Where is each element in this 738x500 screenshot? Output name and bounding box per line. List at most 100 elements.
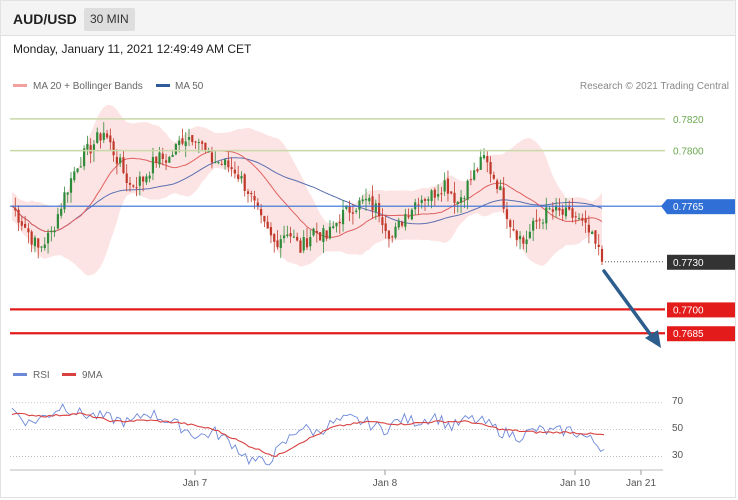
candle-body (319, 232, 322, 241)
candle-body (410, 209, 413, 220)
candle-body (361, 199, 364, 202)
candle-body (577, 218, 581, 220)
candle-body (155, 156, 158, 163)
candle-body (532, 220, 535, 231)
candle-body (446, 178, 450, 194)
candle-body (591, 231, 594, 234)
candle-body (125, 173, 128, 184)
candle-body (273, 234, 276, 242)
candle-body (299, 240, 302, 253)
candle-body (387, 230, 391, 239)
candle-body (368, 197, 371, 202)
candle-body (420, 199, 423, 203)
price-levels: 0.7820 0.7800 0.7765 0.7730 0.7700 0.7685 (10, 115, 735, 342)
chart-frame (0, 36, 736, 498)
candle-body (322, 228, 325, 243)
candle-body (240, 176, 243, 179)
candle-body (407, 216, 410, 218)
candle-body (233, 169, 236, 174)
candle-body (466, 180, 469, 200)
candle-body (132, 185, 135, 187)
candle-body (355, 210, 358, 212)
price-plot (11, 104, 604, 276)
candle-body (33, 237, 37, 247)
candle-body (581, 218, 584, 221)
chart-header: AUD/USD 30 MIN (0, 0, 736, 36)
candle-body (223, 159, 227, 166)
candle-body (148, 175, 151, 179)
candle-body (171, 154, 174, 157)
rsi-line (11, 402, 605, 466)
candle-body (292, 236, 295, 238)
forecast-arrow (602, 269, 661, 348)
legend-label-rsi: RSI (33, 370, 50, 381)
candle-body (43, 244, 46, 249)
candle-body (561, 209, 564, 215)
candle-body (263, 216, 266, 222)
candle-body (541, 222, 545, 224)
rsi-plot (10, 402, 663, 466)
candle-body (456, 201, 459, 204)
candle-body (73, 171, 76, 181)
candle-body (423, 199, 427, 201)
candle-body (364, 198, 368, 201)
candle-body (564, 207, 568, 217)
candle-body (492, 174, 495, 179)
candle-body (207, 151, 210, 153)
candle-body (184, 141, 187, 147)
candle-body (463, 198, 466, 200)
candle-body (220, 163, 223, 165)
candle-body (571, 208, 574, 218)
candle-body (83, 148, 86, 167)
candle-body (502, 187, 505, 209)
candle-body (597, 244, 600, 248)
candle-body (555, 206, 558, 211)
candle-body (138, 176, 141, 186)
interval-badge[interactable]: 30 MIN (84, 8, 135, 31)
candle-body (276, 240, 279, 248)
candle-body (427, 199, 430, 201)
candle-body (151, 156, 155, 174)
candle-body (243, 174, 246, 191)
candle-body (341, 209, 345, 225)
candle-body (587, 224, 590, 233)
level-label-5: 0.7685 (673, 329, 704, 340)
candle-body (253, 195, 256, 201)
candle-body (381, 217, 384, 226)
candle-body (86, 143, 89, 150)
legend-swatch-ma50 (156, 84, 170, 87)
candle-body (66, 192, 69, 195)
candle-body (217, 162, 220, 164)
candle-body (551, 209, 554, 212)
legend-label-9ma: 9MA (82, 370, 103, 381)
candle-body (128, 182, 132, 185)
candle-body (486, 155, 489, 163)
candle-body (518, 235, 522, 240)
candle-body (122, 157, 125, 173)
candle-body (40, 246, 43, 248)
candle-body (112, 141, 115, 156)
candle-body (142, 176, 145, 182)
timestamp: Monday, January 11, 2021 12:49:49 AM CET (13, 42, 252, 56)
candle-body (600, 248, 604, 262)
candle-body (96, 132, 99, 143)
candle-body (509, 220, 512, 228)
candle-body (63, 192, 66, 210)
candle-body (92, 144, 96, 152)
candle-body (181, 138, 184, 144)
candle-body (400, 222, 404, 226)
legend-swatch-rsi (13, 373, 27, 376)
candle-body (558, 207, 561, 211)
candle-body (505, 209, 509, 219)
candle-body (30, 231, 33, 245)
candle-body (197, 142, 200, 144)
candle-body (496, 180, 499, 190)
level-label-2: 0.7765 (673, 202, 704, 213)
candle-body (53, 230, 56, 233)
candle-body (594, 230, 597, 244)
candle-body (394, 226, 397, 238)
candle-body (584, 218, 587, 223)
level-label-1: 0.7800 (673, 147, 704, 158)
candle-body (525, 239, 528, 245)
